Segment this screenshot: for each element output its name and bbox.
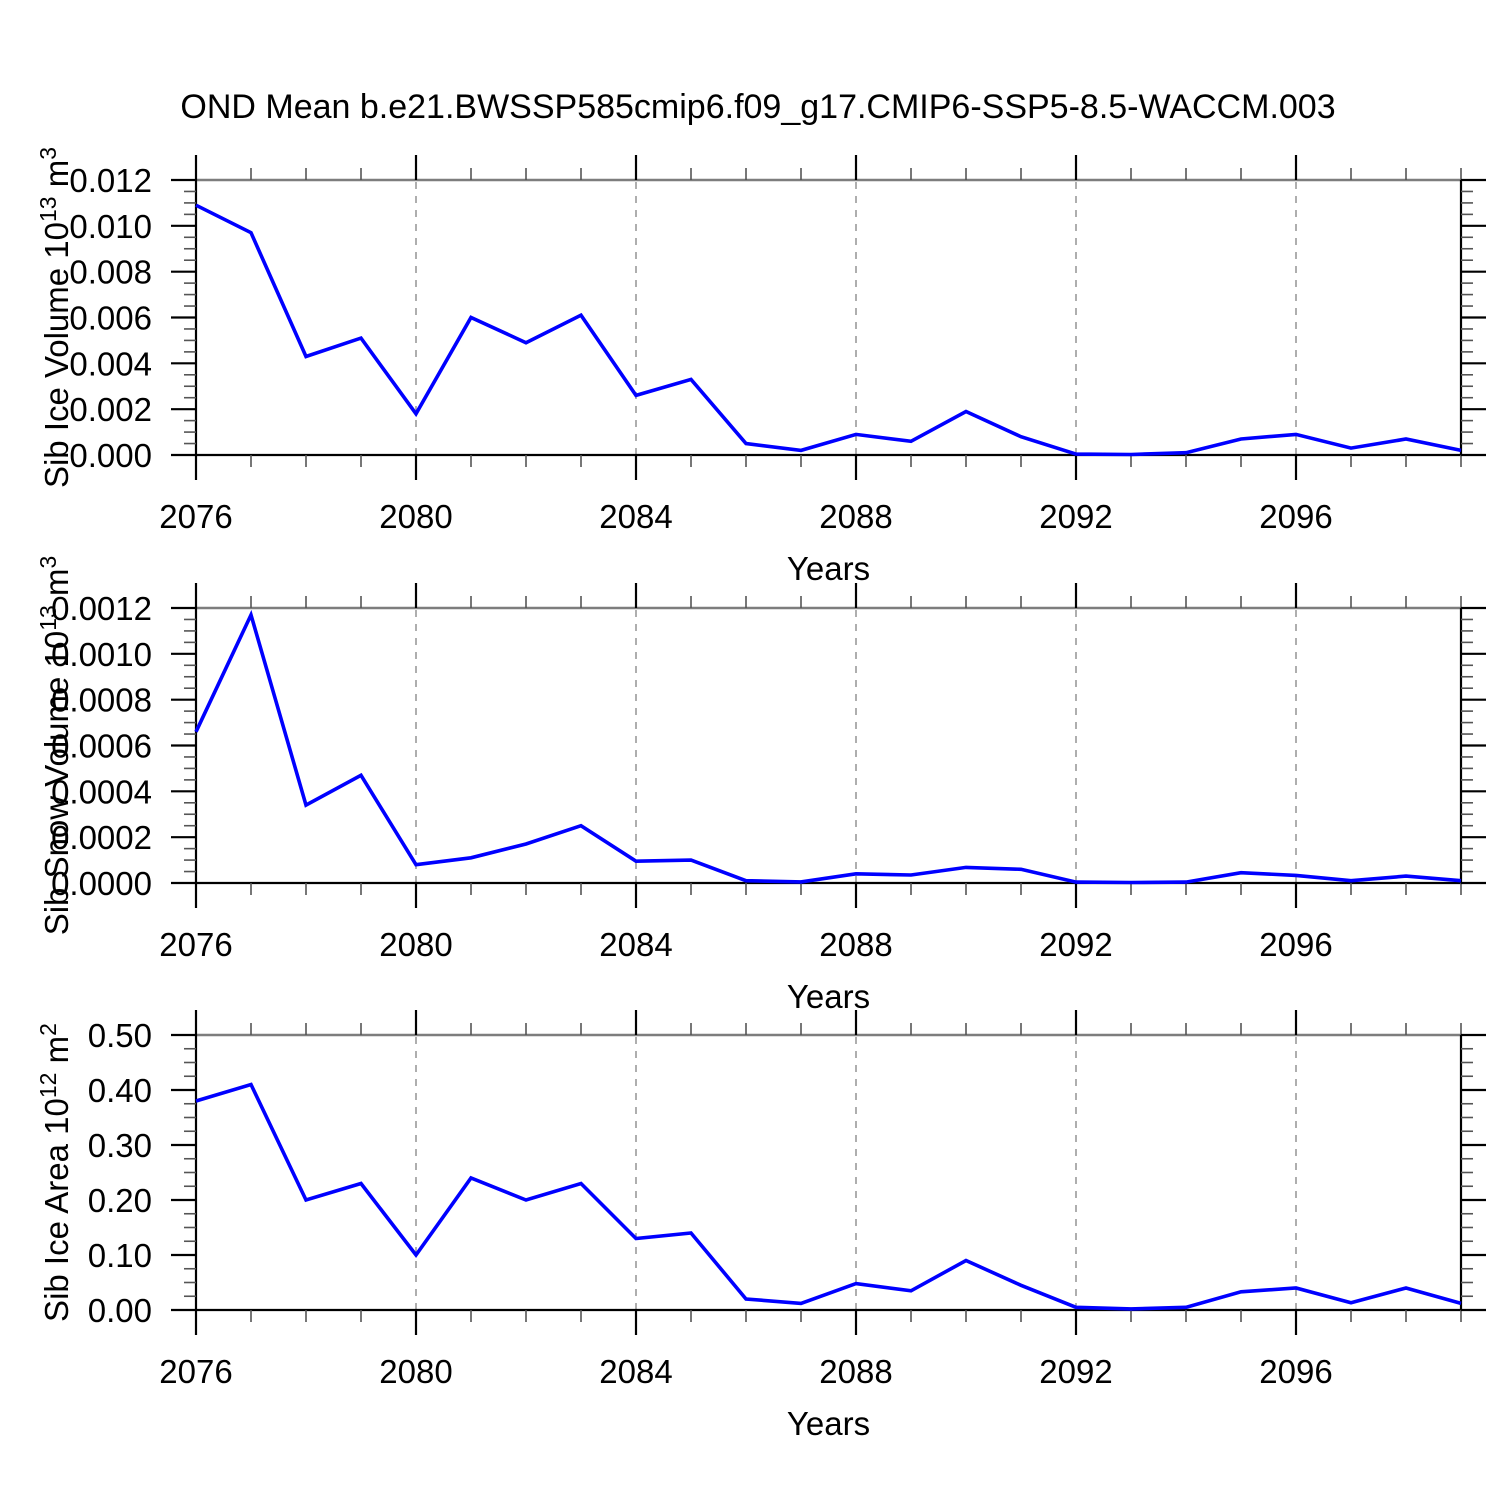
x-tick-label: 2076 (159, 926, 232, 963)
y-tick-label: 0.004 (69, 345, 152, 382)
x-tick-label: 2080 (379, 498, 452, 535)
x-tick-label: 2092 (1039, 926, 1112, 963)
x-tick-label: 2092 (1039, 498, 1112, 535)
x-tick-label: 2080 (379, 926, 452, 963)
y-tick-label: 0.000 (69, 437, 152, 474)
x-axis-title: Years (787, 550, 870, 587)
y-tick-label: 0.00 (88, 1292, 152, 1329)
y-tick-label: 0.30 (88, 1127, 152, 1164)
y-tick-label: 0.20 (88, 1182, 152, 1219)
x-tick-label: 2076 (159, 1353, 232, 1390)
y-tick-label: 0.0010 (51, 636, 152, 673)
data-line-sib-snow-volume (194, 609, 1462, 885)
y-tick-label: 0.0000 (51, 865, 152, 902)
x-tick-label: 2088 (819, 498, 892, 535)
y-tick-labels: 0.00 0.10 0.20 0.30 0.40 0.50 (88, 1017, 152, 1329)
x-axis-ticks (194, 1010, 1462, 1335)
y-axis-title: Sib Ice Area 1012 m2 (35, 1023, 75, 1322)
y-axis-ticks (171, 606, 1486, 885)
y-tick-labels: 0.0000 0.0002 0.0004 0.0006 0.0008 0.0010 0.00… (51, 590, 152, 902)
x-axis-ticks (194, 155, 1462, 480)
y-axis-title: Sib Ice Volume 1013 m3 (35, 147, 75, 488)
y-tick-labels: 0.000 0.002 0.004 0.006 0.008 0.010 0.012 (69, 162, 152, 474)
data-line-sib-ice-volume (195, 203, 1462, 457)
chart-sib-snow-volume: 2076 2080 2084 2088 2092 2096Years0.00000.000… (35, 556, 1486, 1015)
x-tick-label: 2084 (599, 926, 672, 963)
y-axis-ticks (171, 178, 1486, 457)
y-tick-label: 0.010 (69, 208, 152, 245)
y-tick-label: 0.0002 (51, 819, 152, 856)
data-line-sib-ice-area (195, 1082, 1462, 1311)
x-tick-labels: 2076 2080 2084 2088 2092 2096 (159, 926, 1332, 963)
y-tick-label: 0.006 (69, 300, 152, 337)
y-axis-ticks (171, 1033, 1486, 1312)
x-tick-label: 2092 (1039, 1353, 1112, 1390)
x-tick-label: 2084 (599, 498, 672, 535)
x-tick-label: 2080 (379, 1353, 452, 1390)
y-tick-label: 0.0004 (51, 773, 152, 810)
x-axis-ticks (194, 583, 1462, 908)
x-tick-label: 2088 (819, 926, 892, 963)
x-tick-label: 2076 (159, 498, 232, 535)
x-tick-label: 2088 (819, 1353, 892, 1390)
y-tick-label: 0.10 (88, 1237, 152, 1274)
y-tick-label: 0.0008 (51, 682, 152, 719)
y-tick-label: 0.50 (88, 1017, 152, 1054)
y-tick-label: 0.40 (88, 1072, 152, 1109)
x-tick-label: 2084 (599, 1353, 672, 1390)
x-tick-labels: 2076 2080 2084 2088 2092 2096 (159, 498, 1332, 535)
x-tick-label: 2096 (1259, 498, 1332, 535)
y-tick-label: 0.012 (69, 162, 152, 199)
x-tick-label: 2096 (1259, 926, 1332, 963)
y-tick-label: 0.002 (69, 391, 152, 428)
y-axis-title: Sib Snow Volume 1013 m3 (35, 556, 75, 936)
chart-sib-ice-area: 2076 2080 2084 2088 2092 2096 Years 0.00 0.10 0.2… (35, 1010, 1486, 1442)
y-tick-label: 0.0006 (51, 728, 152, 765)
x-tick-label: 2096 (1259, 1353, 1332, 1390)
y-tick-label: 0.008 (69, 254, 152, 291)
y-tick-label: 0.0012 (51, 590, 152, 627)
chart-sib-ice-volume: 2076 2080 2084 2088 2092 2096Years0.0000.0020… (35, 147, 1486, 587)
x-axis-title: Years (787, 1405, 870, 1442)
x-tick-labels: 2076 2080 2084 2088 2092 2096 (159, 1353, 1332, 1390)
x-axis-title: Years (787, 978, 870, 1015)
figure-title: OND Mean b.e21.BWSSP585cmip6.f09_g17.CMI… (180, 88, 1336, 126)
